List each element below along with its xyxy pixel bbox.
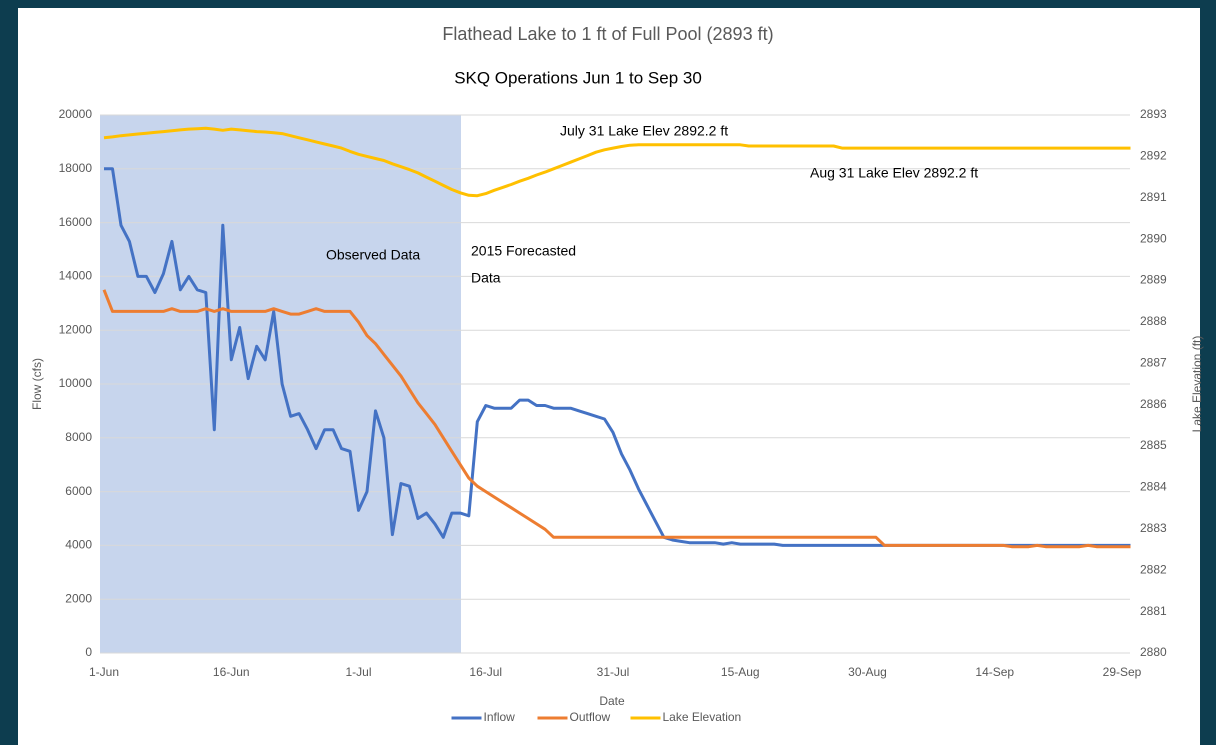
y-tick-label: 18000 (59, 161, 93, 175)
y2-tick-label: 2884 (1140, 480, 1167, 494)
y-tick-label: 8000 (65, 430, 92, 444)
x-tick-label: 14-Sep (975, 665, 1014, 679)
y2-tick-label: 2886 (1140, 397, 1167, 411)
y-tick-label: 4000 (65, 538, 92, 552)
legend-label: Lake Elevation (663, 710, 742, 724)
y-tick-label: 0 (85, 645, 92, 659)
y2-tick-label: 2883 (1140, 521, 1167, 535)
y-axis-label: Flow (cfs) (30, 358, 44, 410)
legend-label: Inflow (484, 710, 516, 724)
y-tick-label: 2000 (65, 591, 92, 605)
y2-tick-label: 2882 (1140, 562, 1167, 576)
y2-axis-label: Lake Elevation (ft) (1190, 336, 1204, 433)
x-tick-label: 15-Aug (721, 665, 760, 679)
y2-tick-label: 2893 (1140, 107, 1167, 121)
annotation: Aug 31 Lake Elev 2892.2 ft (810, 165, 978, 181)
annotation: Data (471, 270, 501, 286)
chart-subtitle: SKQ Operations Jun 1 to Sep 30 (454, 68, 702, 87)
annotation: Observed Data (326, 247, 420, 263)
y2-tick-label: 2892 (1140, 149, 1167, 163)
y2-tick-label: 2889 (1140, 273, 1167, 287)
x-tick-label: 29-Sep (1103, 665, 1142, 679)
annotation: 2015 Forecasted (471, 243, 576, 259)
x-tick-label: 30-Aug (848, 665, 887, 679)
y2-tick-label: 2888 (1140, 314, 1167, 328)
y2-tick-label: 2890 (1140, 231, 1167, 245)
y2-tick-label: 2885 (1140, 438, 1167, 452)
series-line (102, 289, 1131, 549)
y2-tick-label: 2880 (1140, 645, 1167, 659)
y-tick-label: 6000 (65, 484, 92, 498)
x-tick-label: 1-Jun (89, 665, 119, 679)
x-tick-label: 16-Jun (213, 665, 250, 679)
y-tick-label: 10000 (59, 376, 93, 390)
y2-tick-label: 2891 (1140, 190, 1167, 204)
x-tick-label: 16-Jul (469, 665, 502, 679)
series-line (103, 126, 1131, 198)
annotation: July 31 Lake Elev 2892.2 ft (560, 123, 728, 139)
x-axis-label: Date (599, 694, 625, 708)
chart-title: Flathead Lake to 1 ft of Full Pool (2893… (442, 24, 773, 44)
legend-label: Outflow (570, 710, 611, 724)
y-tick-label: 12000 (59, 322, 93, 336)
y-tick-label: 14000 (59, 269, 93, 283)
y-tick-label: 20000 (59, 107, 93, 121)
y2-tick-label: 2887 (1140, 355, 1167, 369)
x-tick-label: 1-Jul (345, 665, 371, 679)
x-tick-label: 31-Jul (597, 665, 630, 679)
y2-tick-label: 2881 (1140, 604, 1167, 618)
y-tick-label: 16000 (59, 215, 93, 229)
